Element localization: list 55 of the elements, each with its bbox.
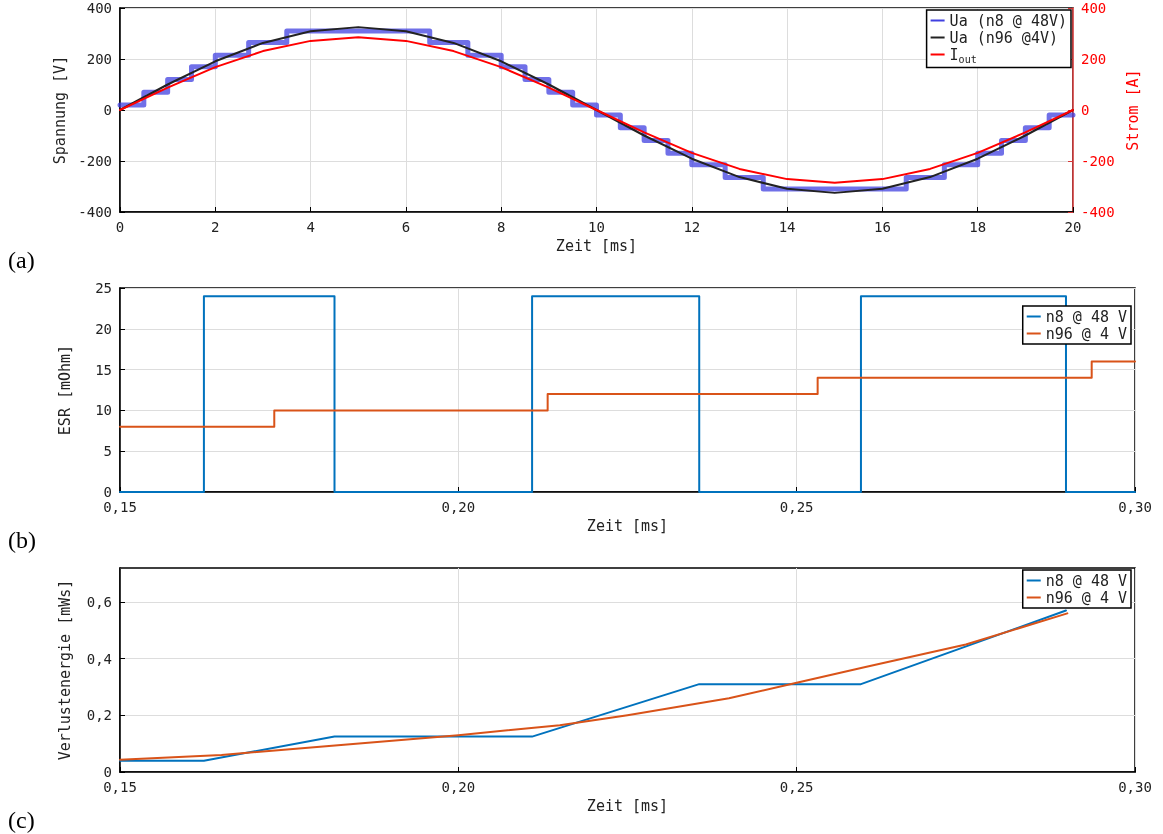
y-tick-label: 25 (95, 280, 112, 296)
legend-label: Ua (n96 @4V) (949, 28, 1058, 47)
y-tick-label: -400 (78, 204, 112, 220)
y-tick-label: 0,6 (86, 594, 112, 610)
x-tick-label: 10 (588, 219, 605, 235)
y-tick-label: 0 (103, 102, 112, 118)
x-tick-label: 12 (683, 219, 701, 235)
y2-tick-label: 200 (1081, 51, 1107, 67)
x-tick-label: 0,15 (103, 779, 137, 795)
x-tick-label: 0 (115, 219, 125, 235)
x-axis-title: Zeit [ms] (586, 797, 669, 816)
x-tick-label: 2 (211, 219, 220, 235)
x-axis-title: Zeit [ms] (586, 517, 669, 536)
x-tick-label: 0,25 (779, 499, 814, 515)
x-tick-label: 6 (401, 219, 411, 235)
y2-tick-label: 0 (1081, 102, 1090, 118)
legend-label: n96 @ 4 V (1045, 324, 1127, 343)
y-axis-title: Spannung [V] (50, 55, 69, 165)
y-tick-label: 0 (103, 484, 112, 500)
x-tick-label: 0,30 (1118, 779, 1152, 795)
legend-label: n96 @ 4 V (1045, 588, 1127, 607)
text: (c) (8, 807, 35, 833)
x-tick-label: 20 (1064, 219, 1082, 235)
x-tick-label: 8 (496, 219, 506, 235)
y-tick-label: 0,4 (86, 650, 112, 667)
y-tick-label: 200 (86, 51, 112, 67)
legend-label: n8 @ 48 V (1045, 307, 1127, 326)
text: (b) (8, 527, 36, 553)
y-tick-label: 0 (103, 764, 112, 780)
x-tick-label: 4 (306, 219, 315, 235)
x-tick-label: 0,25 (779, 779, 814, 795)
y-tick-label: 400 (86, 0, 112, 16)
x-tick-label: 18 (969, 219, 987, 235)
x-tick-label: 16 (873, 219, 891, 235)
y2-axis-title: Strom [A] (1124, 69, 1143, 151)
y-tick-label: 5 (103, 443, 112, 460)
x-axis-title: Zeit [ms] (555, 237, 638, 256)
y2-tick-label: -400 (1081, 204, 1115, 220)
y-axis-title: Verlustenergie [mWs] (55, 579, 74, 761)
y2-tick-label: 400 (1081, 0, 1107, 16)
x-tick-label: 0,15 (103, 499, 137, 515)
y-tick-label: -200 (78, 153, 112, 169)
text: (a) (8, 247, 35, 273)
legend-label: n8 @ 48 V (1045, 571, 1127, 590)
x-tick-label: 0,30 (1118, 499, 1152, 515)
x-tick-label: 14 (778, 219, 796, 235)
y-axis-title: ESR [mOhm] (55, 344, 74, 436)
legend-label: Ua (n8 @ 48V) (949, 11, 1068, 30)
y2-tick-label: -200 (1081, 153, 1115, 169)
y-tick-label: 20 (95, 320, 112, 337)
x-tick-label: 0,20 (441, 779, 476, 795)
y-tick-label: 0,2 (86, 707, 112, 724)
x-tick-label: 0,20 (441, 499, 476, 515)
y-tick-label: 15 (95, 361, 112, 378)
y-tick-label: 10 (95, 402, 112, 419)
